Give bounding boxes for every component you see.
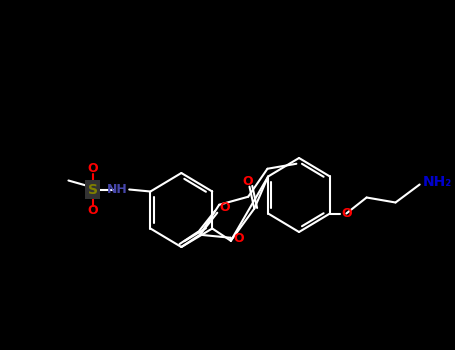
Text: O: O	[342, 207, 352, 220]
Text: NH: NH	[106, 183, 127, 196]
Text: O: O	[233, 232, 244, 245]
Text: O: O	[87, 204, 98, 217]
Text: O: O	[87, 162, 98, 175]
Text: S: S	[87, 182, 97, 196]
Text: O: O	[242, 175, 253, 188]
Text: O: O	[219, 201, 230, 214]
Text: NH₂: NH₂	[423, 175, 452, 189]
